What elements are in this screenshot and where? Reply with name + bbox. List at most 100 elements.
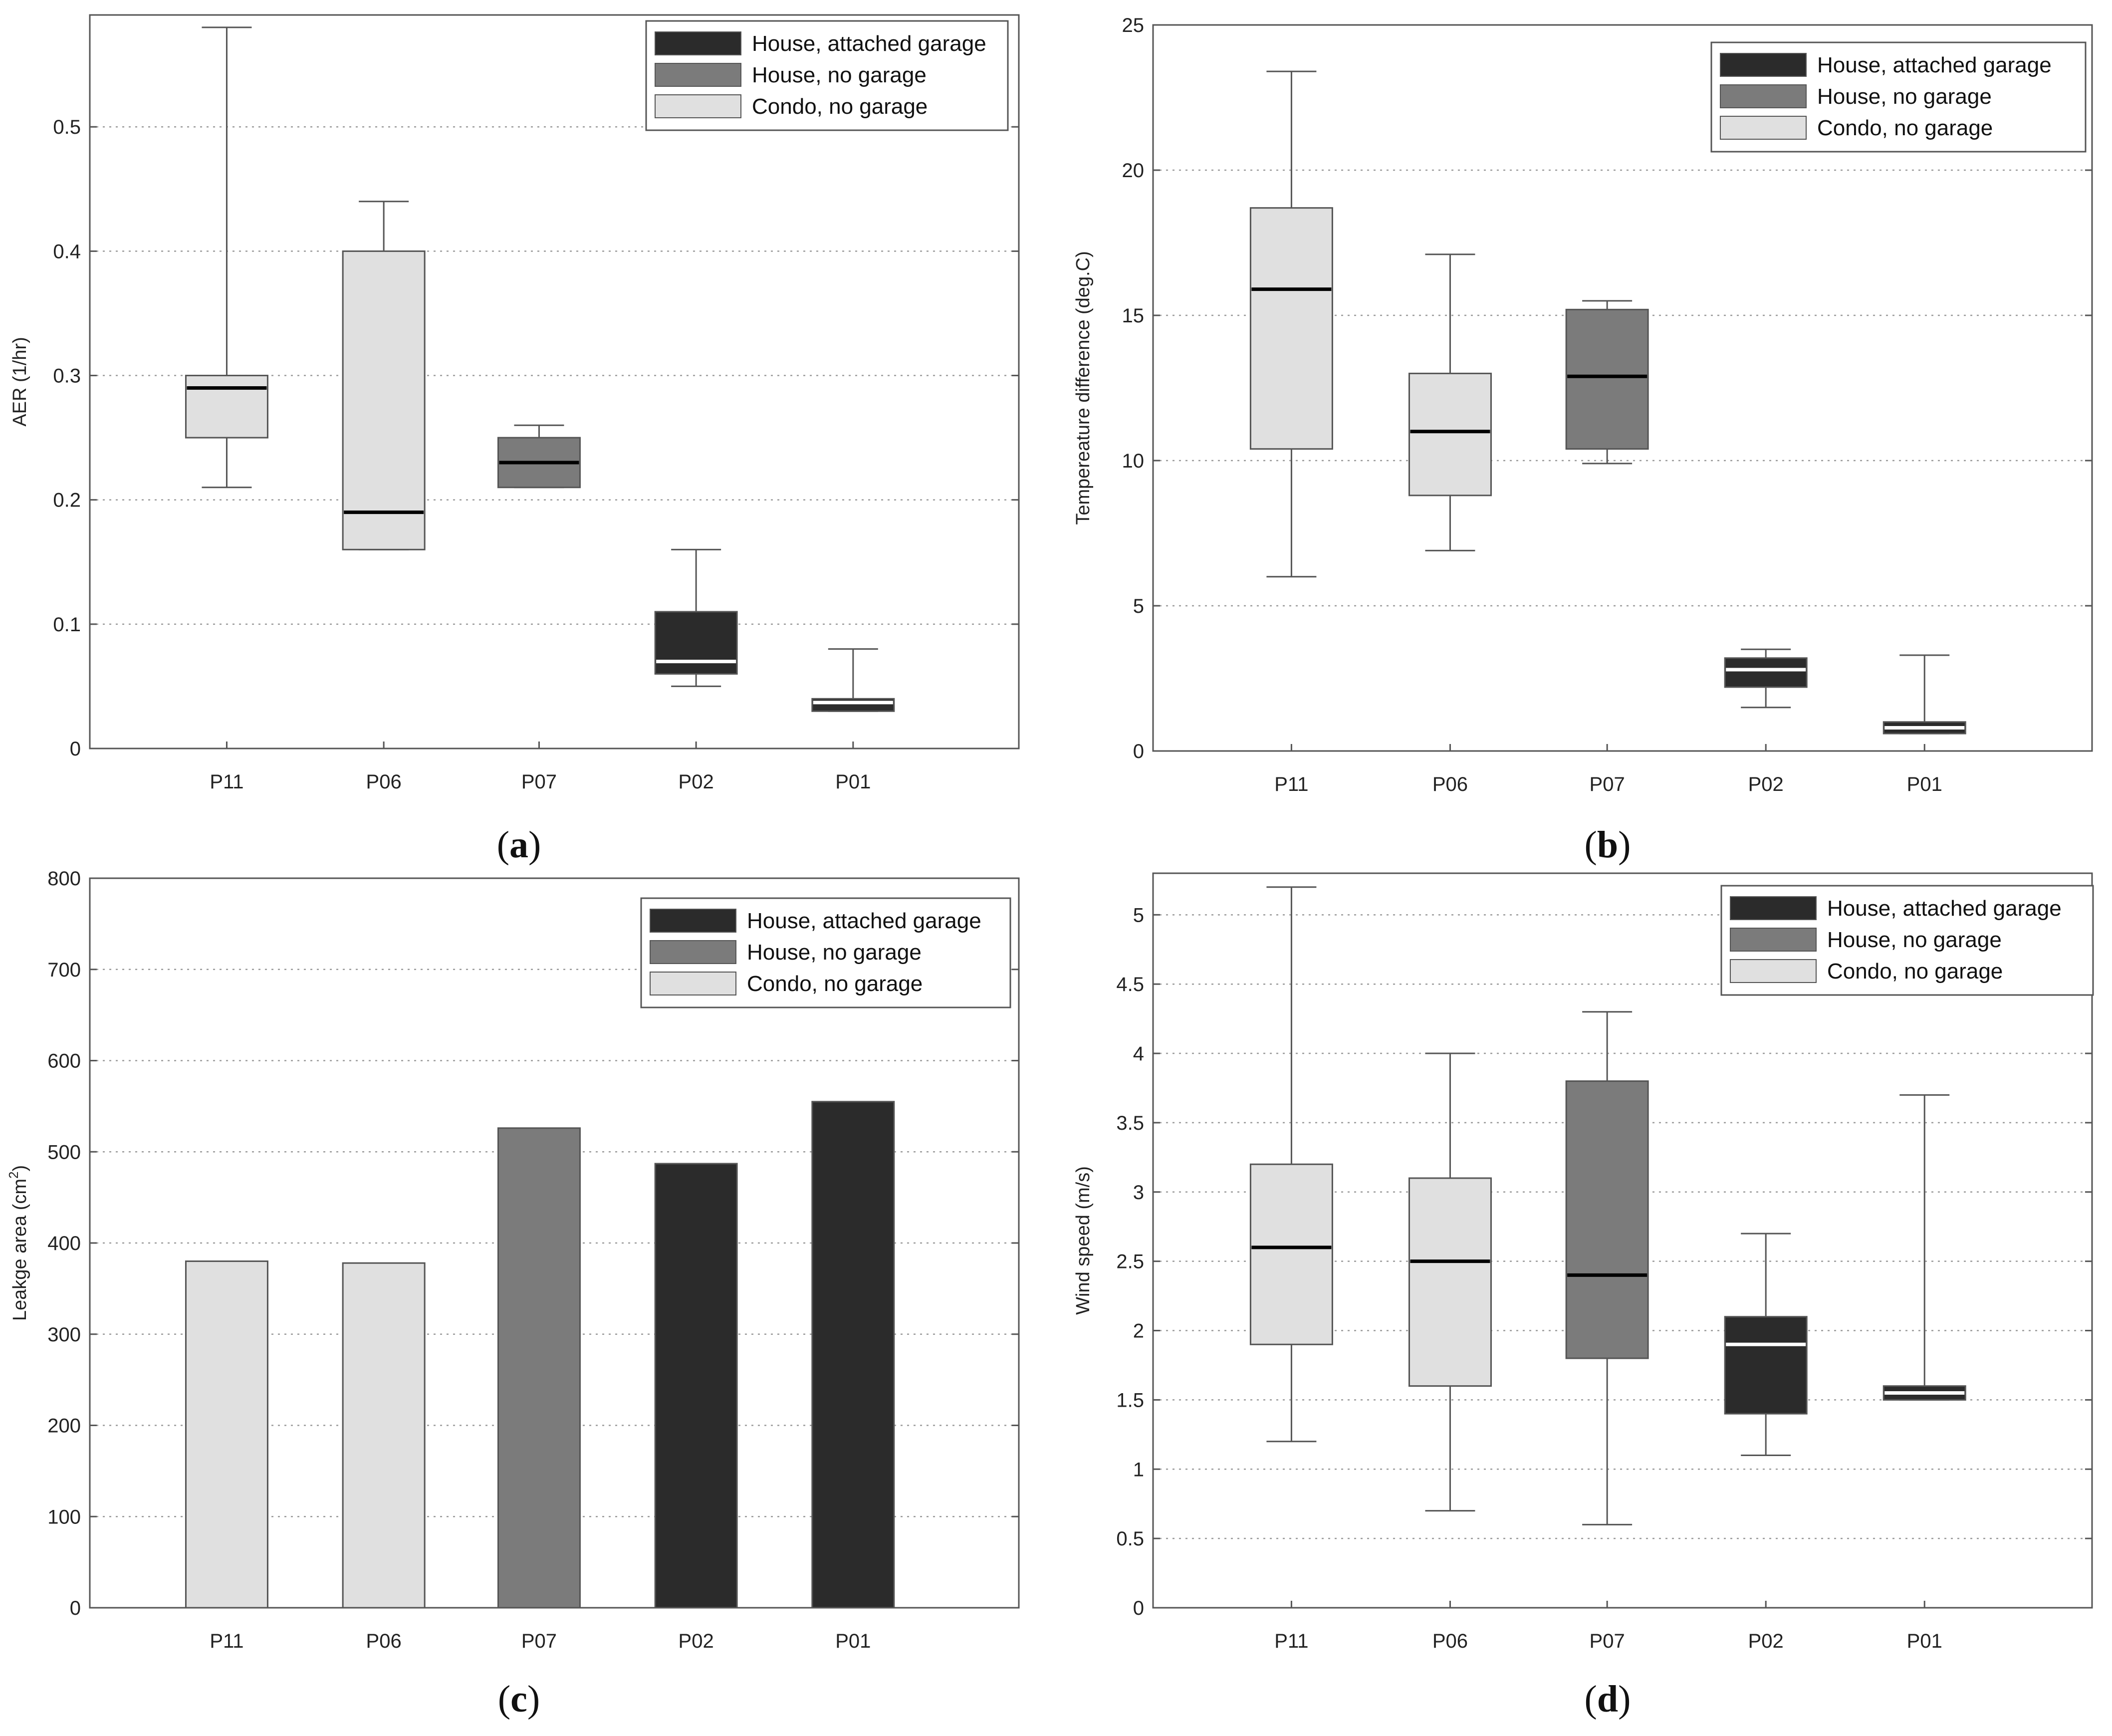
panel-label-letter: d: [1597, 1678, 1618, 1720]
x-tick-label: P06: [366, 771, 402, 793]
y-tick-label: 5: [1133, 904, 1144, 926]
bar-p11: [185, 1260, 268, 1609]
panel-label-d: (d): [1585, 1678, 1631, 1720]
legend-swatch: [655, 31, 741, 55]
y-tick-label: 0.4: [53, 241, 81, 262]
y-axis-label-text: AER (1/hr): [9, 337, 30, 426]
box-p07: [1565, 308, 1649, 450]
legend-label: House, no garage: [747, 940, 922, 965]
y-axis-label: AER (1/hr): [9, 337, 30, 426]
y-tick-label: 4: [1133, 1043, 1144, 1065]
y-axis-label-text: Tempereature difference (deg.C): [1073, 251, 1094, 524]
y-tick-label: 1.5: [1116, 1389, 1144, 1411]
x-tick-label: P11: [1274, 773, 1308, 795]
x-tick-label: P11: [1274, 1630, 1308, 1652]
y-axis-label-superscript: 2: [6, 1172, 21, 1179]
panel-label-b: (b): [1585, 824, 1631, 866]
chart-panel-c: 0 100 200 300 400 500 600 700 800 P11 P06 P07 P02 P01…: [6, 868, 1020, 1652]
legend-label: House, no garage: [1827, 928, 2002, 952]
box-p02: [1724, 1316, 1808, 1415]
box-p02: [654, 611, 738, 675]
box-p06: [342, 250, 426, 550]
x-tick-label: P07: [521, 1630, 557, 1652]
legend-label: Condo, no garage: [752, 94, 928, 119]
panel-label-close: ): [1618, 1678, 1631, 1720]
y-axis-label-text: Wind speed (m/s): [1073, 1166, 1094, 1315]
y-tick-label: 2.5: [1116, 1251, 1144, 1273]
y-tick-label: 200: [47, 1415, 81, 1437]
legend-label: Condo, no garage: [747, 972, 923, 996]
plot-frame: [89, 14, 1020, 749]
panel-label-c: (c): [498, 1678, 540, 1720]
panel-label-a: (a): [497, 824, 541, 866]
legend: House, attached garage House, no garage Co…: [1710, 41, 2087, 153]
y-tick-label: 2: [1133, 1320, 1144, 1342]
y-tick-label: 10: [1122, 450, 1145, 472]
y-tick-label: 0: [70, 738, 81, 760]
x-tick-label: P07: [521, 771, 557, 793]
panel-label-close: ): [1618, 824, 1631, 866]
x-tick-label: P11: [210, 1630, 243, 1652]
y-axis-label-text: Leakge area (cm: [9, 1179, 30, 1321]
plot-frame: [1152, 872, 2093, 1609]
legend-label: House, no garage: [752, 63, 927, 87]
legend-swatch: [655, 94, 741, 118]
y-tick-label: 20: [1122, 160, 1145, 182]
chart-panel-a: 0 0.1 0.2 0.3 0.4 0.5 P11 P06 P07 P02 P01 AER (1/hr…: [9, 14, 1020, 793]
legend: House, attached garage House, no garage Co…: [645, 20, 1009, 131]
box-p06: [1408, 1177, 1492, 1387]
y-tick-label: 1: [1133, 1459, 1144, 1481]
y-tick-label: 5: [1133, 595, 1144, 617]
y-axis-label: Wind speed (m/s): [1073, 1166, 1094, 1315]
x-tick-label: P01: [1907, 773, 1942, 795]
box-p01: [811, 698, 895, 712]
x-tick-label: P07: [1590, 773, 1625, 795]
legend-label: House, attached garage: [752, 31, 986, 56]
y-tick-label: 0.5: [53, 116, 81, 138]
panel-label-open: (: [1585, 1678, 1597, 1720]
y-tick-label: 0.3: [53, 365, 81, 387]
y-tick-label: 300: [47, 1324, 81, 1346]
legend-label: House, no garage: [1817, 84, 1992, 109]
plot-frame: [89, 877, 1020, 1609]
panel-label-letter: b: [1597, 824, 1618, 866]
panel-label-close: ): [527, 1678, 540, 1720]
y-tick-label: 0.2: [53, 490, 81, 511]
y-tick-label: 3.5: [1116, 1112, 1144, 1134]
x-tick-label: P02: [1748, 1630, 1784, 1652]
panel-label-letter: a: [509, 824, 528, 866]
y-tick-label: 0: [70, 1597, 81, 1619]
box-p11: [1249, 1163, 1333, 1345]
legend-label: Condo, no garage: [1827, 959, 2003, 984]
x-tick-label: P02: [1748, 773, 1784, 795]
bar-p02: [654, 1163, 738, 1609]
box-p11: [185, 375, 268, 439]
chart-panel-d: 0 0.5 1 1.5 2 2.5 3 3.5 4 4.5 5 P11 P06 P07 P02 P01 Wind…: [1073, 872, 2094, 1652]
y-tick-label: 600: [47, 1050, 81, 1072]
y-tick-label: 0.5: [1116, 1528, 1144, 1550]
legend-label: House, attached garage: [747, 909, 981, 933]
y-tick-label: 0: [1133, 1597, 1144, 1619]
y-tick-label: 25: [1122, 14, 1145, 36]
x-tick-label: P01: [1907, 1630, 1942, 1652]
legend-label: Condo, no garage: [1817, 116, 1993, 140]
x-tick-label: P06: [366, 1630, 402, 1652]
x-tick-label: P02: [679, 771, 714, 793]
x-tick-label: P01: [835, 1630, 871, 1652]
panel-label-open: (: [498, 1678, 510, 1720]
legend: House, attached garage House, no garage Co…: [640, 897, 1011, 1008]
legend-swatch: [650, 940, 736, 964]
legend-swatch: [1730, 959, 1817, 983]
x-tick-label: P07: [1590, 1630, 1625, 1652]
legend-swatch: [650, 972, 736, 995]
legend-swatch: [1730, 928, 1817, 952]
panel-label-letter: c: [510, 1678, 527, 1720]
legend: House, attached garage House, no garage Co…: [1720, 885, 2094, 996]
y-tick-label: 0: [1133, 741, 1144, 762]
y-tick-label: 100: [47, 1506, 81, 1528]
x-tick-label: P02: [679, 1630, 714, 1652]
chart-panel-b: 0 5 10 15 20 25 P11 P06 P07 P02 P01 Tempereature di…: [1073, 14, 2093, 795]
legend-label: House, attached garage: [1817, 53, 2052, 77]
y-tick-label: 700: [47, 959, 81, 981]
